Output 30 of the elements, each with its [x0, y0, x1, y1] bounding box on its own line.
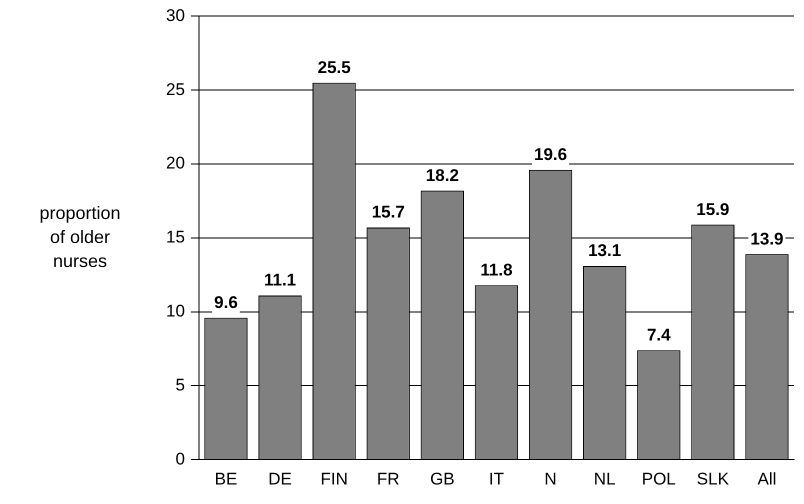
- y-tick-label: 0: [175, 449, 185, 468]
- y-tick-label: 15: [166, 228, 185, 247]
- x-tick-label: BE: [214, 469, 238, 488]
- data-label: 7.4: [646, 325, 672, 344]
- y-axis-title: proportion of older nurses: [39, 202, 121, 271]
- x-tick-label: FR: [376, 469, 400, 488]
- data-label: 13.9: [750, 229, 784, 248]
- data-label: 18.2: [426, 166, 459, 185]
- x-tick-label: IT: [488, 469, 504, 488]
- x-tick-label: SLK: [696, 469, 730, 488]
- x-tick-label: FIN: [320, 469, 348, 488]
- x-tick-label: All: [757, 469, 776, 488]
- x-tick-label: DE: [268, 469, 292, 488]
- y-tick-label: 30: [166, 6, 185, 25]
- y-tick-label: 10: [166, 301, 185, 320]
- y-tick-label: 5: [175, 375, 185, 394]
- data-label: 19.6: [534, 145, 568, 164]
- data-label: 11.8: [480, 260, 513, 280]
- data-label: 13.1: [588, 241, 622, 260]
- y-tick-label: 20: [166, 154, 185, 173]
- x-tick-label: POL: [642, 469, 676, 488]
- data-label: 25.5: [318, 58, 351, 77]
- y-tick-label: 25: [166, 80, 185, 99]
- data-label: 15.9: [696, 200, 730, 219]
- data-label: 11.1: [264, 270, 296, 290]
- x-tick-label: GB: [430, 469, 455, 488]
- data-label: 9.6: [214, 292, 238, 312]
- x-tick-label: NL: [594, 469, 616, 488]
- x-tick-label: N: [544, 469, 557, 488]
- data-label: 15.7: [372, 202, 405, 222]
